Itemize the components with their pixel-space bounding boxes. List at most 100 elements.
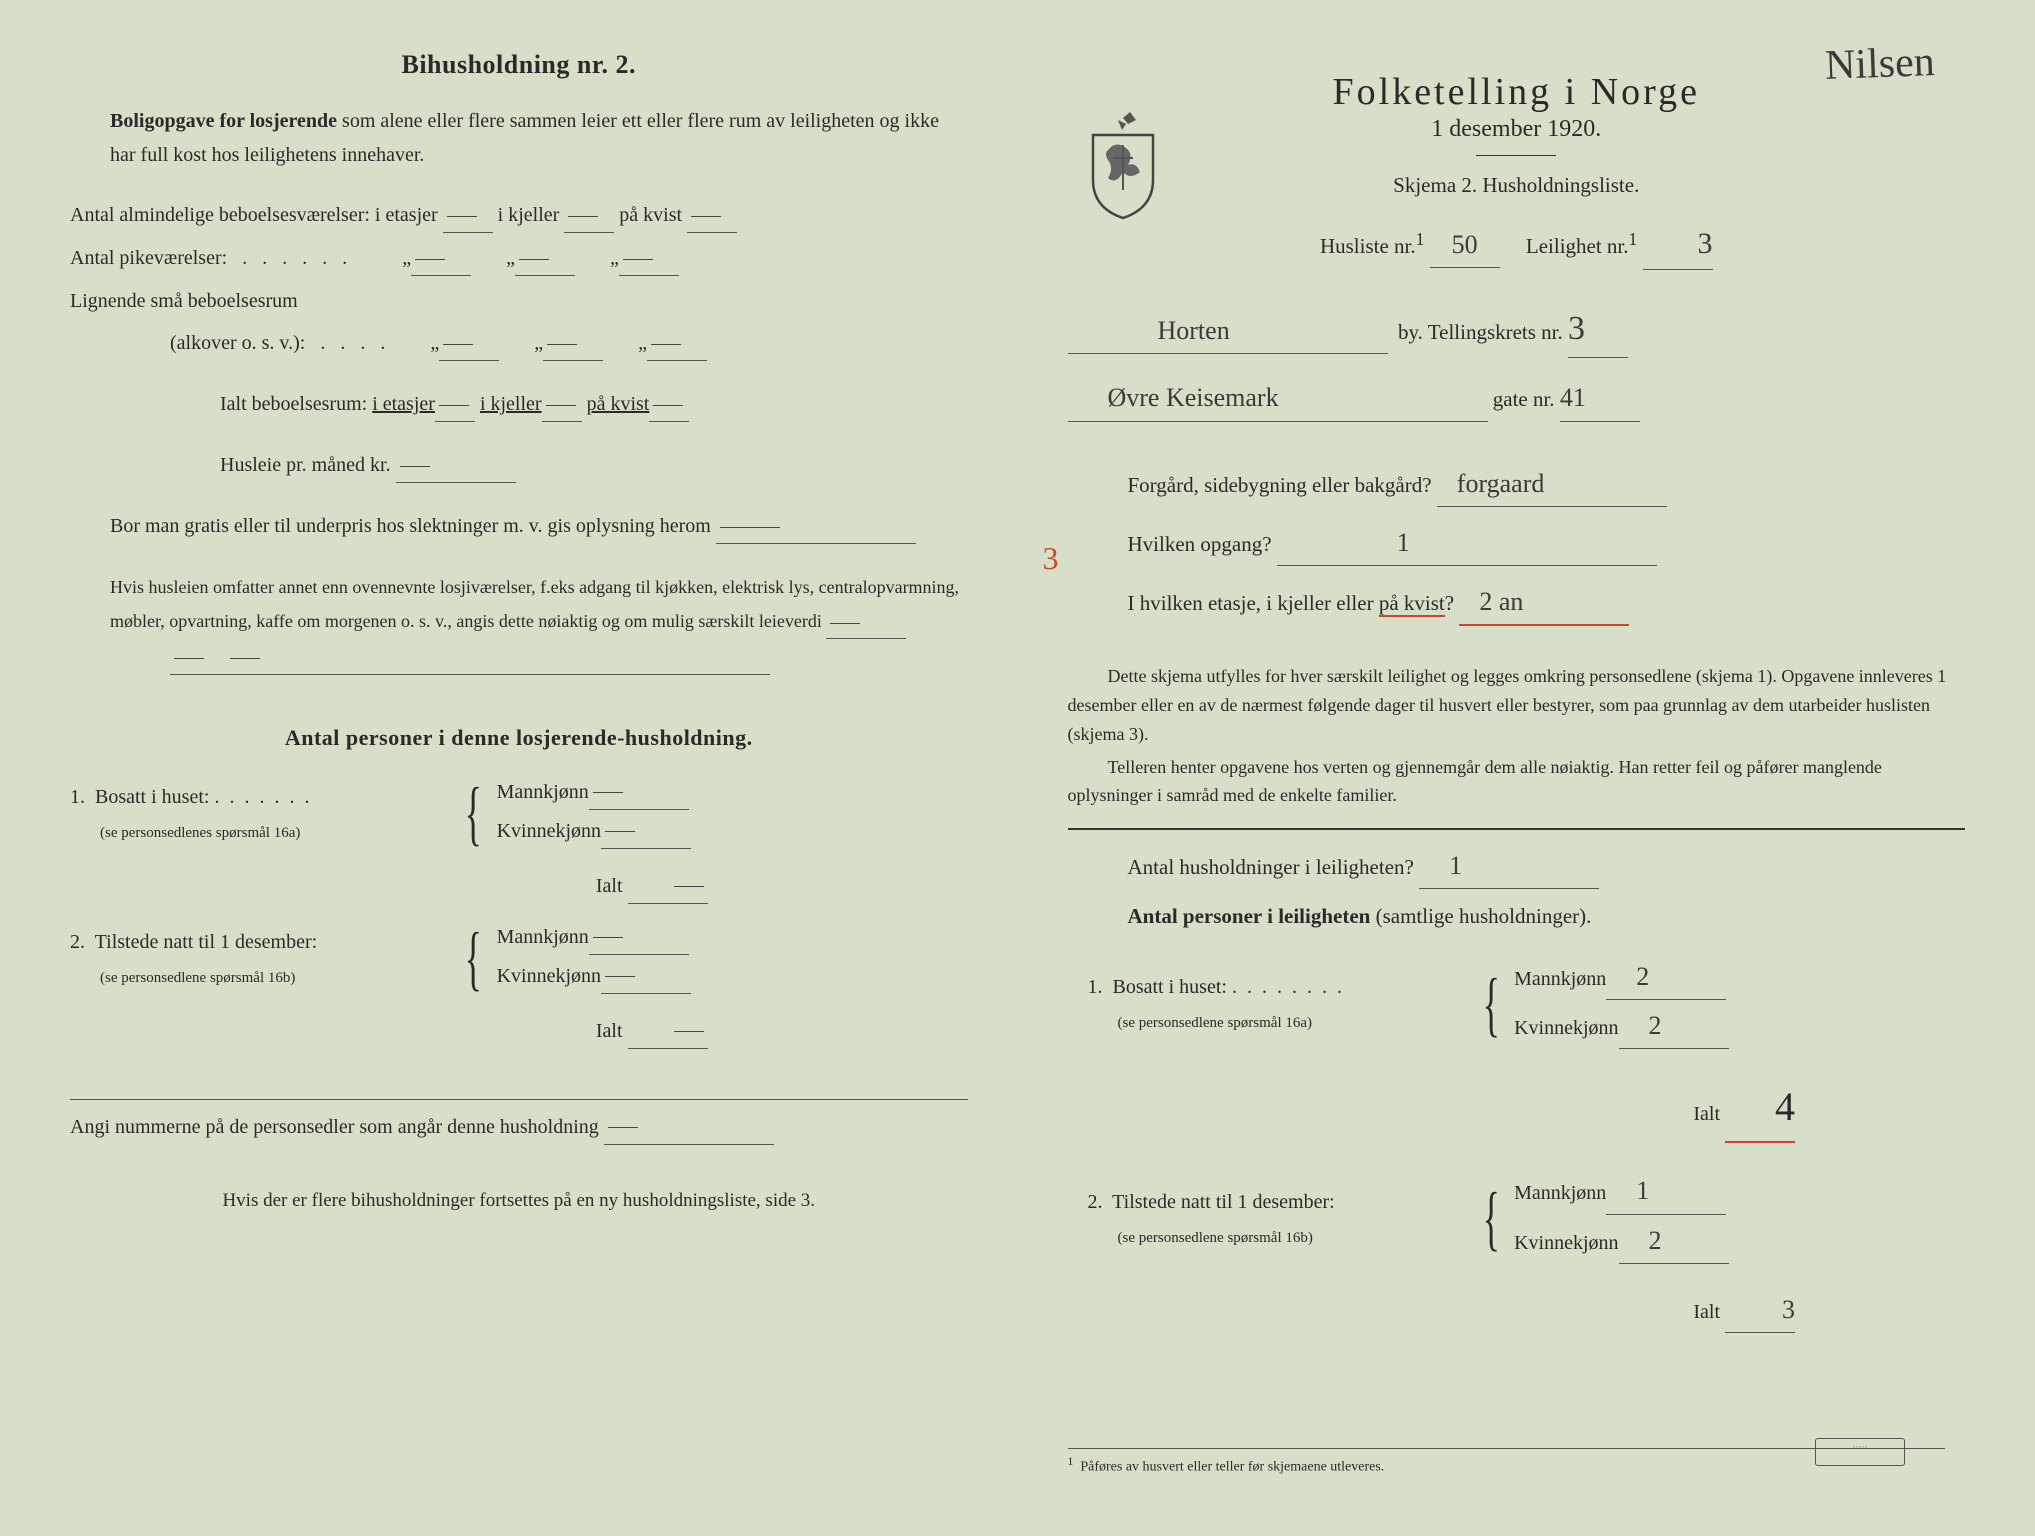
brace-icon: {: [465, 946, 482, 971]
kvinne-label: Kvinnekjønn: [497, 820, 601, 842]
krets-value: 3: [1568, 300, 1585, 358]
r-item2-note: (se personsedlene spørsmål 16b): [1088, 1230, 1313, 1246]
footnote-wrap: 1 Påføres av husvert eller teller før sk…: [1068, 1448, 1946, 1476]
mann-label: Mannkjønn: [497, 781, 589, 803]
gratis-text: Bor man gratis eller til underpris hos s…: [110, 515, 711, 537]
by-label: by. Tellingskrets nr.: [1398, 320, 1563, 344]
r-item2-num: 2.: [1088, 1191, 1103, 1213]
ialt-label-1: Ialt: [596, 875, 623, 897]
husliste-row: Husliste nr.1 50 Leilighet nr.1 3: [1068, 218, 1966, 270]
r-mann-label: Mannkjønn: [1514, 968, 1606, 990]
angi-text: Angi nummerne på de personsedler som ang…: [70, 1116, 599, 1138]
rooms-line-2: Antal pikeværelser: . . . . . . „ „ „: [70, 241, 968, 276]
r2-kvinne-label: Kvinnekjønn: [1514, 1232, 1618, 1254]
r-kvinne-value: 2: [1619, 1004, 1662, 1048]
rooms-end-1: på kvist: [619, 204, 682, 226]
etasje-label: I hvilken etasje, i kjeller eller: [1128, 591, 1374, 615]
rooms-total: Ialt beboelsesrum: i etasjer i kjeller p…: [70, 387, 968, 422]
right-ialt-2: Ialt 3: [1068, 1288, 1966, 1333]
footnote-sup: 1: [1068, 1455, 1074, 1468]
left-ialt-1: Ialt: [70, 869, 968, 904]
etasje-value: 2 an: [1459, 580, 1523, 624]
rooms-label-1: Antal almindelige beboelsesværelser: i e…: [70, 204, 438, 226]
by-row: Horten by. Tellingskrets nr. 3: [1068, 300, 1966, 359]
item1-num: 1.: [70, 786, 85, 808]
r-mann-value: 2: [1606, 955, 1649, 999]
r-ialt-value: 4: [1775, 1084, 1795, 1129]
r2-kvinne-value: 2: [1619, 1219, 1662, 1263]
alkover-label: (alkover o. s. v.):: [170, 332, 305, 354]
skjema-line: Skjema 2. Husholdningsliste.: [1068, 168, 1966, 204]
left-heading: Bihusholdning nr. 2.: [70, 50, 968, 80]
ialt-c: på kvist: [587, 393, 650, 415]
left-ialt-2: Ialt: [70, 1014, 968, 1049]
leilighet-sup: 1: [1629, 229, 1638, 249]
gate-handwriting: Øvre Keisemark: [1068, 376, 1279, 420]
item2-label: Tilstede natt til 1 desember:: [95, 931, 318, 953]
r2-mann-value: 1: [1606, 1169, 1649, 1213]
ialt-a: i etasjer: [372, 393, 435, 415]
gate-value: 41: [1560, 376, 1586, 420]
census-date: 1 desember 1920.: [1068, 116, 1966, 143]
ialt-label-2: Ialt: [596, 1020, 623, 1042]
r-item1-num: 1.: [1088, 976, 1103, 998]
left-subheading: Antal personer i denne losjerende-hushol…: [70, 725, 968, 751]
right-item-1: 1. Bosatt i huset: . . . . . . . . (se p…: [1068, 955, 1966, 1053]
red-three: 3: [1043, 540, 1059, 577]
angi-row: Angi nummerne på de personsedler som ang…: [70, 1110, 968, 1145]
kvinne-label-2: Kvinnekjønn: [497, 965, 601, 987]
item2-note: (se personsedlene spørsmål 16b): [70, 970, 295, 986]
coat-of-arms-icon: [1078, 110, 1168, 220]
item2-num: 2.: [70, 931, 85, 953]
antal-hush-value: 1: [1419, 844, 1462, 888]
instruct-2: Telleren henter opgavene hos verten og g…: [1068, 753, 1966, 811]
ialt-b: i kjeller: [480, 393, 542, 415]
r-ialt-label: Ialt: [1693, 1103, 1720, 1125]
lignende-label: Lignende små beboelsesrum: [70, 290, 298, 312]
item1-label: Bosatt i huset:: [95, 786, 209, 808]
right-ialt-1: Ialt 4: [1068, 1073, 1966, 1143]
brace-icon: {: [1482, 1206, 1499, 1231]
left-page: Bihusholdning nr. 2. Boligopgave for los…: [70, 50, 988, 1486]
gratis-paragraph: Bor man gratis eller til underpris hos s…: [70, 509, 968, 544]
right-page: Nilsen Folketelling i Norge 1 desember 1…: [1048, 50, 1966, 1486]
etasje-row: I hvilken etasje, i kjeller eller på kvi…: [1068, 580, 1966, 626]
r-item1-note: (se personsedlene spørsmål 16a): [1088, 1015, 1313, 1031]
antal-pers-row: Antal personer i leiligheten (samtlige h…: [1068, 899, 1966, 935]
antal-hush-row: Antal husholdninger i leiligheten? 1: [1068, 844, 1966, 889]
left-item-1: 1. Bosatt i huset: . . . . . . . (se per…: [70, 775, 968, 853]
antal-pers-rest: (samtlige husholdninger).: [1370, 904, 1591, 928]
rooms-mid-1: i kjeller: [498, 204, 560, 226]
top-name-handwriting: Nilsen: [1825, 38, 1936, 90]
r2-ialt-value: 3: [1782, 1288, 1795, 1332]
forgard-label: Forgård, sidebygning eller bakgård?: [1128, 473, 1432, 497]
pike-label: Antal pikeværelser:: [70, 247, 227, 269]
ialt-label: Ialt beboelsesrum:: [220, 393, 367, 415]
rooms-line-3: Lignende små beboelsesrum: [70, 284, 968, 318]
footnote: 1 Påføres av husvert eller teller før sk…: [1068, 1448, 1946, 1476]
brace-icon: {: [465, 801, 482, 826]
leilighet-value: 3: [1698, 218, 1713, 269]
antal-hush-label: Antal husholdninger i leiligheten?: [1128, 855, 1414, 879]
forgard-row: Forgård, sidebygning eller bakgård? forg…: [1068, 462, 1966, 507]
forgard-value: forgaard: [1437, 462, 1545, 506]
left-footer: Hvis der er flere bihusholdninger fortse…: [70, 1185, 968, 1217]
intro-paragraph: Boligopgave for losjerende som alene ell…: [70, 104, 968, 172]
footnote-text: Påføres av husvert eller teller før skje…: [1080, 1460, 1384, 1475]
etasje-underlined: på kvist: [1379, 591, 1445, 617]
brace-icon: {: [1482, 992, 1499, 1017]
husliste-value: 50: [1452, 223, 1478, 267]
printer-stamp: ·····: [1815, 1438, 1905, 1466]
r2-ialt-label: Ialt: [1693, 1301, 1720, 1323]
by-handwriting: Horten: [1068, 309, 1230, 353]
r2-mann-label: Mannkjønn: [1514, 1182, 1606, 1204]
antal-pers-label: Antal personer i leiligheten: [1128, 904, 1371, 928]
left-item-2: 2. Tilstede natt til 1 desember: (se per…: [70, 920, 968, 998]
instruct-1: Dette skjema utfylles for hver særskilt …: [1068, 662, 1966, 748]
rent-row: Husleie pr. måned kr.: [70, 448, 968, 483]
r-item2-label: Tilstede natt til 1 desember:: [1112, 1191, 1335, 1213]
item1-note: (se personsedlenes spørsmål 16a): [70, 825, 300, 841]
opgang-value: 1: [1277, 521, 1410, 565]
husliste-sup: 1: [1416, 229, 1425, 249]
r-kvinne-label: Kvinnekjønn: [1514, 1017, 1618, 1039]
